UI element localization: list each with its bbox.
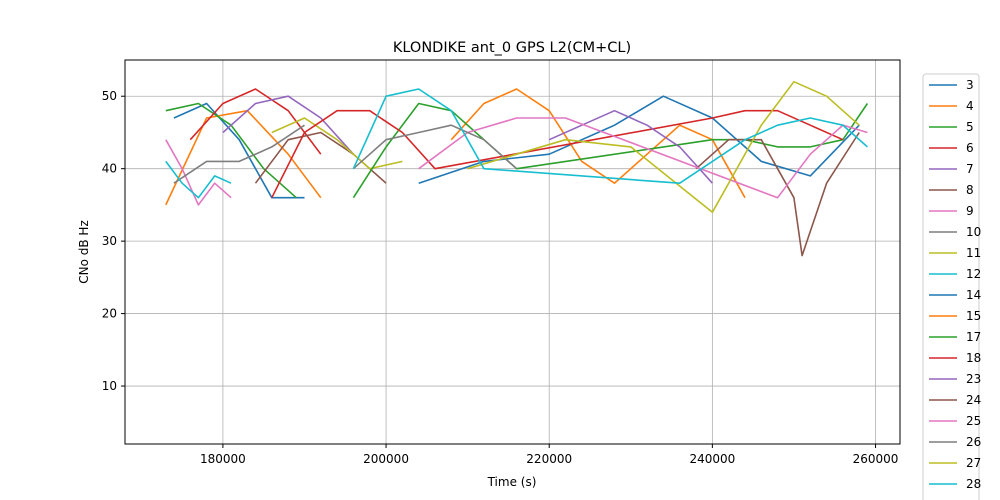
y-tick-label: 10 (102, 379, 117, 393)
legend-entry-6: 6 (966, 141, 974, 155)
series-line-9 (165, 139, 232, 206)
series-line-6 (189, 88, 322, 155)
legend-entry-12: 12 (966, 267, 981, 281)
series-line-17 (352, 102, 869, 199)
legend-entry-26: 26 (966, 435, 981, 449)
legend-entry-10: 10 (966, 225, 981, 239)
y-tick-label: 40 (102, 162, 117, 176)
grid-y (125, 95, 900, 387)
x-tick-label: 180000 (200, 452, 246, 466)
legend-entry-25: 25 (966, 414, 981, 428)
series-line-11 (271, 117, 403, 170)
x-tick-label: 200000 (363, 452, 409, 466)
legend-entry-7: 7 (966, 162, 974, 176)
series-line-7 (222, 95, 354, 155)
series-line-10 (173, 124, 305, 184)
series-line-28 (352, 88, 868, 184)
series-line-18 (271, 109, 844, 199)
series-line-23 (548, 109, 713, 184)
y-tick-label: 20 (102, 307, 117, 321)
ticks-x: 180000 200000 220000 240000 260000 (200, 444, 898, 466)
legend-entry-17: 17 (966, 330, 981, 344)
y-tick-label: 50 (102, 89, 117, 103)
plot-frame (124, 59, 901, 445)
legend-entry-28: 28 (966, 477, 981, 491)
legend-entry-24: 24 (966, 393, 981, 407)
series-line-24 (695, 132, 860, 257)
x-tick-label: 240000 (689, 452, 735, 466)
series-line-3 (173, 102, 305, 199)
series-line-27 (467, 80, 860, 213)
y-tick-label: 30 (102, 234, 117, 248)
legend-entry-5: 5 (966, 120, 974, 134)
grid-x (222, 60, 876, 444)
plot-background (125, 60, 900, 444)
chart-title: KLONDIKE ant_0 GPS L2(CM+CL) (393, 40, 631, 56)
legend-entry-18: 18 (966, 351, 981, 365)
legend-entry-23: 23 (966, 372, 981, 386)
x-axis-label: Time (s) (487, 475, 537, 489)
legend-box (922, 73, 980, 500)
x-tick-label: 260000 (853, 452, 899, 466)
legend-entry-4: 4 (966, 99, 974, 113)
legend-entry-9: 9 (966, 204, 974, 218)
legend-entry-14: 14 (966, 288, 981, 302)
legend-entry-15: 15 (966, 309, 981, 323)
x-tick-label: 220000 (526, 452, 572, 466)
series-line-26 (352, 124, 518, 170)
series-line-12 (165, 160, 232, 199)
ticks-y: 10 20 30 40 50 (102, 89, 125, 393)
series-line-25 (418, 117, 868, 199)
legend-entry-11: 11 (966, 246, 981, 260)
series-layer (165, 80, 869, 257)
series-line-15 (450, 88, 746, 199)
legend-entry-8: 8 (966, 183, 974, 197)
legend-entry-3: 3 (966, 78, 974, 92)
legend: 3 4 5 6 7 8 9 10 11 12 14 15 17 18 23 24 25 26 27 28 (929, 78, 981, 491)
legend-entry-27: 27 (966, 456, 981, 470)
y-axis-label: CNo dB Hz (77, 220, 91, 284)
